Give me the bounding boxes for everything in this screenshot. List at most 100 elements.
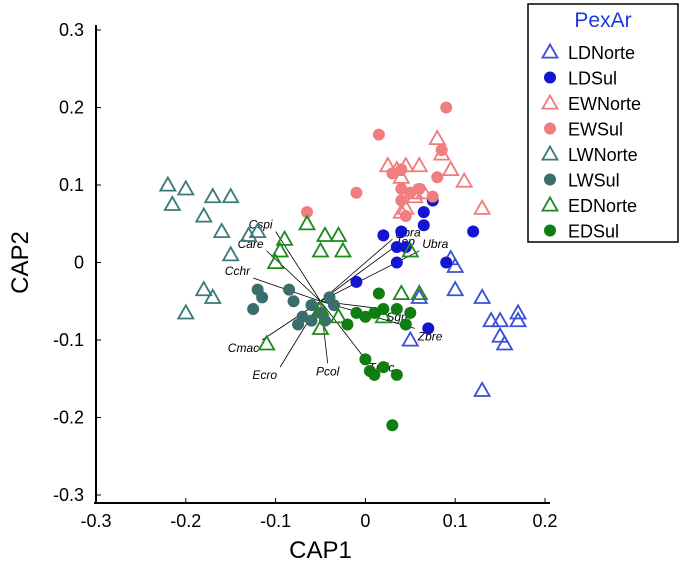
data-point bbox=[440, 256, 453, 269]
y-tick-label: 0.1 bbox=[59, 175, 84, 195]
vector-label: Pcol bbox=[316, 364, 340, 378]
data-point bbox=[509, 303, 528, 320]
data-point bbox=[395, 182, 408, 195]
data-point bbox=[311, 299, 330, 316]
vector-line bbox=[320, 250, 420, 302]
data-point bbox=[422, 322, 435, 335]
data-point bbox=[390, 368, 403, 381]
data-point bbox=[163, 195, 182, 211]
data-point bbox=[221, 245, 240, 262]
y-tick-label: -0.3 bbox=[53, 485, 84, 505]
data-point bbox=[301, 206, 314, 219]
x-tick-label: 0.1 bbox=[443, 511, 468, 531]
data-point bbox=[287, 295, 300, 308]
vector-line bbox=[320, 238, 393, 302]
legend-marker bbox=[540, 93, 560, 110]
data-point bbox=[203, 288, 222, 304]
data-point bbox=[176, 303, 195, 320]
data-point bbox=[305, 314, 318, 327]
data-point bbox=[495, 334, 514, 351]
data-point bbox=[257, 334, 276, 351]
data-point bbox=[473, 288, 492, 304]
data-point bbox=[368, 368, 381, 381]
legend-item-LWSul: LWSul bbox=[544, 171, 620, 191]
legend-item-LWNorte: LWNorte bbox=[540, 144, 638, 165]
data-point bbox=[428, 129, 447, 146]
x-axis-title: CAP1 bbox=[289, 537, 352, 564]
data-point bbox=[410, 284, 429, 301]
y-tick-label: 0.2 bbox=[59, 98, 84, 118]
legend-title: PexAr bbox=[574, 9, 631, 32]
data-point bbox=[426, 190, 439, 203]
data-point bbox=[377, 229, 390, 242]
data-point bbox=[440, 101, 453, 114]
data-point bbox=[413, 182, 426, 195]
y-tick-label: 0.3 bbox=[59, 20, 84, 40]
data-point bbox=[350, 275, 363, 288]
legend-marker bbox=[544, 224, 556, 237]
data-point bbox=[482, 311, 501, 328]
data-point bbox=[372, 287, 385, 300]
data-point bbox=[327, 299, 340, 312]
data-point bbox=[194, 280, 213, 297]
y-tick-label: -0.1 bbox=[53, 330, 84, 350]
data-point bbox=[404, 186, 417, 199]
data-point bbox=[359, 353, 372, 366]
data-point bbox=[372, 128, 385, 141]
legend-label: LDSul bbox=[568, 69, 617, 89]
series-EDSul bbox=[341, 287, 417, 432]
series-LDNorte bbox=[401, 249, 528, 397]
data-point bbox=[176, 179, 195, 196]
data-point bbox=[386, 167, 399, 180]
vector-label: Cchr bbox=[225, 264, 251, 278]
data-point bbox=[399, 210, 412, 222]
legend-item-LDSul: LDSul bbox=[544, 69, 617, 89]
data-point bbox=[158, 175, 177, 192]
data-point bbox=[392, 284, 411, 301]
x-tick-label: -0.1 bbox=[260, 511, 291, 531]
data-point bbox=[455, 171, 474, 188]
data-point bbox=[333, 241, 353, 258]
data-point bbox=[256, 291, 269, 304]
data-point bbox=[221, 187, 240, 204]
data-point bbox=[404, 306, 417, 319]
legend-label: EWSul bbox=[568, 120, 623, 140]
x-tick-label: 0.2 bbox=[532, 511, 557, 531]
data-point bbox=[410, 156, 429, 173]
legend: PexAr LDNorte LDSul EWNorte EWSul LWNorte LWS… bbox=[527, 3, 679, 243]
data-point bbox=[491, 326, 510, 343]
data-point bbox=[386, 419, 399, 432]
data-point bbox=[311, 241, 330, 258]
data-point bbox=[297, 214, 317, 231]
data-point bbox=[395, 225, 408, 238]
data-point bbox=[341, 318, 354, 331]
data-point bbox=[390, 241, 403, 253]
data-point bbox=[395, 163, 408, 176]
data-point bbox=[350, 306, 363, 319]
vector-line bbox=[320, 301, 366, 360]
legend-marker bbox=[540, 195, 560, 212]
vector-line bbox=[275, 231, 321, 302]
y-tick-label: -0.2 bbox=[53, 408, 84, 428]
data-point bbox=[359, 310, 372, 323]
data-point bbox=[283, 283, 296, 296]
data-point bbox=[315, 226, 335, 242]
vector-label: Ecro bbox=[252, 368, 277, 382]
y-tick-label: 0 bbox=[74, 253, 84, 273]
data-point bbox=[305, 299, 318, 312]
legend-label: EWNorte bbox=[568, 94, 641, 114]
data-point bbox=[399, 241, 412, 253]
data-point bbox=[311, 319, 330, 335]
series-EDNorte bbox=[257, 214, 429, 351]
legend-marker bbox=[540, 42, 560, 59]
data-point bbox=[266, 253, 285, 270]
legend-item-EWNorte: EWNorte bbox=[540, 93, 641, 114]
data-point bbox=[395, 194, 408, 207]
legend-items: LDNorte LDSul EWNorte EWSul LWNorte LWSul EDNo… bbox=[540, 42, 641, 242]
data-point bbox=[390, 303, 403, 315]
data-point bbox=[431, 171, 444, 184]
data-point bbox=[390, 256, 403, 269]
data-point bbox=[275, 229, 294, 246]
x-tick-label: 0 bbox=[360, 511, 370, 531]
data-point bbox=[401, 330, 420, 347]
